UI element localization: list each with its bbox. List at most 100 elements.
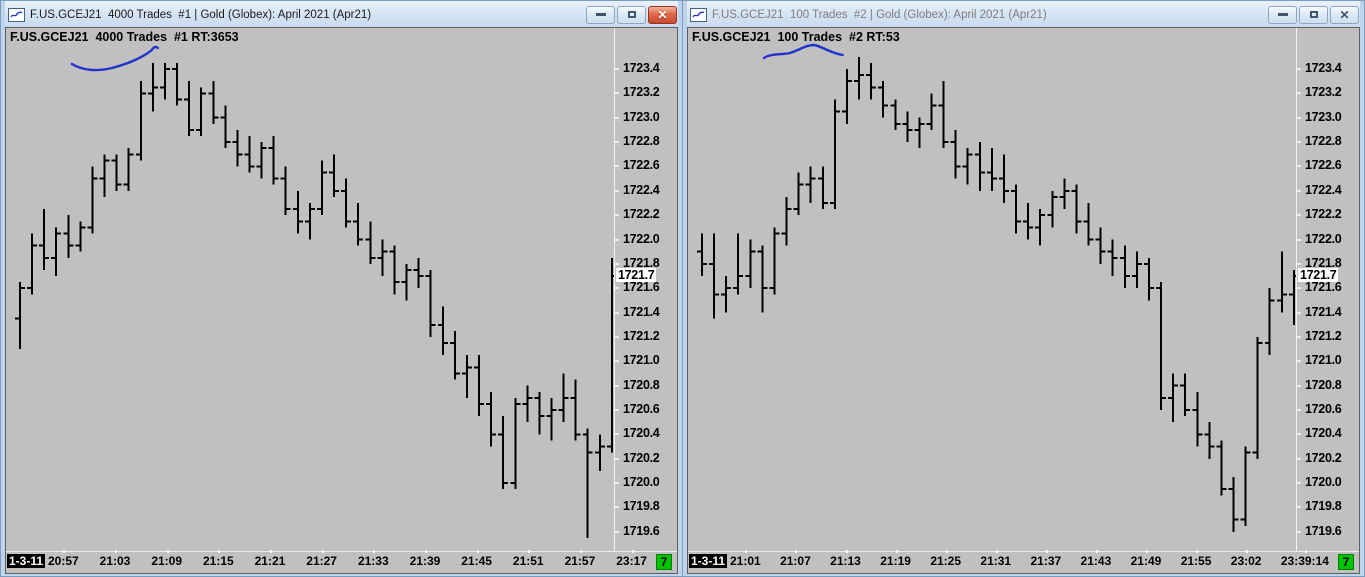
ohlc-bar: [1240, 446, 1251, 526]
ohlc-bar: [1059, 178, 1070, 210]
price-axis-label: 1721.2: [1305, 328, 1342, 343]
time-axis[interactable]: 1-3-11 21:01 21:07 21:13 21:19 21:25 21:31 21:…: [688, 550, 1359, 573]
update-indicator-badge: 7: [656, 554, 672, 570]
ohlc-bar: [1047, 190, 1058, 228]
ohlc-bar: [1107, 239, 1118, 277]
time-labels: 20:57 21:03 21:09 21:15 21:21 21:27 21:33 21:39…: [48, 550, 647, 568]
ohlc-bar: [99, 154, 110, 197]
ohlc-bar: [27, 233, 38, 295]
price-axis-tick: [1297, 238, 1301, 241]
ohlc-bar: [733, 233, 744, 295]
minimize-button[interactable]: [1268, 5, 1297, 24]
restore-button[interactable]: [1299, 5, 1328, 24]
close-button[interactable]: ✕: [1330, 5, 1359, 24]
chart-body: F.US.GCEJ21 100 Trades #2 RT:53 1723.4 17…: [687, 27, 1360, 574]
close-button[interactable]: ✕: [648, 5, 677, 24]
price-axis-tick: [615, 457, 619, 460]
chart-title-label: F.US.GCEJ21 4000 Trades #1 RT:3653: [10, 30, 239, 44]
blue-squiggle[interactable]: [70, 45, 159, 72]
window-chart-icon[interactable]: [690, 7, 707, 22]
price-chart: [14, 45, 614, 538]
price-axis-label: 1719.8: [623, 499, 660, 514]
price-axis-label: 1721.2: [623, 328, 660, 343]
ohlc-bar: [1119, 245, 1130, 289]
price-axis-tick: [1297, 311, 1301, 314]
time-axis-label: 21:37: [1030, 550, 1062, 568]
price-axis[interactable]: 1723.4 1723.2 1723.0 1722.8 1722.6 1722.4 1722…: [614, 28, 677, 551]
price-axis-tick: [1297, 116, 1301, 119]
price-axis-label: 1721.0: [1305, 353, 1342, 368]
ohlc-bar: [1168, 373, 1179, 423]
ohlc-bar: [39, 209, 50, 270]
date-label: 1-3-11: [689, 554, 728, 568]
ohlc-bar: [721, 276, 732, 313]
chart-plot-area[interactable]: F.US.GCEJ21 4000 Trades #1 RT:3653: [6, 28, 614, 551]
ohlc-bar: [341, 178, 352, 228]
ohlc-bar: [986, 148, 997, 191]
ohlc-bar: [14, 282, 25, 350]
ohlc-bar: [914, 117, 925, 149]
blue-squiggle[interactable]: [762, 43, 844, 60]
ohlc-bar: [353, 202, 364, 246]
ohlc-bar: [135, 81, 146, 161]
time-axis[interactable]: 1-3-11 20:57 21:03 21:09 21:15 21:21 21:27 21:…: [6, 550, 677, 573]
ohlc-bar: [401, 263, 412, 301]
ohlc-bar: [413, 257, 424, 289]
price-axis-tick: [615, 433, 619, 436]
ohlc-bar: [1252, 336, 1263, 459]
ohlc-bar: [866, 62, 877, 100]
price-axis-tick: [1297, 68, 1301, 70]
time-axis-label: 21:15: [202, 550, 234, 568]
price-axis-label: 1720.8: [623, 377, 660, 392]
price-axis-tick: [615, 214, 619, 217]
price-axis-tick: [615, 530, 619, 533]
ohlc-bar: [159, 62, 170, 100]
price-axis-label: 1722.6: [623, 158, 660, 173]
ohlc-bar: [51, 227, 62, 277]
ohlc-bar: [854, 56, 865, 100]
ohlc-bar: [1216, 440, 1227, 496]
ohlc-bar: [558, 373, 569, 423]
price-axis-label: 1722.2: [623, 207, 660, 222]
price-axis-tick: [615, 409, 619, 412]
price-axis-label: 1722.8: [1305, 134, 1342, 149]
time-axis-label: 21:07: [780, 550, 811, 568]
ohlc-bar: [1131, 251, 1142, 289]
price-axis-label: 1722.0: [623, 231, 660, 246]
price-axis-label: 1720.6: [623, 402, 660, 417]
price-axis-tick: [1297, 482, 1301, 485]
ohlc-bar: [111, 154, 122, 191]
window-title: F.US.GCEJ21 4000 Trades #1 | Gold (Globe…: [30, 8, 372, 21]
time-axis-label: 21:55: [1180, 550, 1212, 568]
ohlc-bar: [534, 391, 545, 435]
ohlc-bar: [280, 166, 291, 216]
price-axis-tick: [1297, 433, 1301, 436]
window-chart-icon[interactable]: [8, 7, 25, 22]
titlebar[interactable]: F.US.GCEJ21 100 Trades #2 | Gold (Globex…: [687, 1, 1360, 27]
price-axis-label: 1723.2: [1305, 85, 1342, 100]
price-axis-label: 1721.6: [623, 280, 660, 295]
ohlc-bar: [1156, 282, 1167, 411]
chart-body: F.US.GCEJ21 4000 Trades #1 RT:3653 1723.…: [5, 27, 678, 574]
price-axis-tick: [615, 335, 619, 338]
price-axis-label: 1722.4: [623, 182, 660, 197]
ohlc-bar: [757, 245, 768, 313]
ohlc-bar: [522, 385, 533, 423]
update-indicator-badge: 7: [1338, 554, 1354, 570]
price-axis-tick: [1297, 189, 1301, 192]
ohlc-bar: [220, 105, 231, 149]
titlebar[interactable]: F.US.GCEJ21 4000 Trades #1 | Gold (Globe…: [5, 1, 678, 27]
ohlc-bar: [196, 87, 207, 136]
time-axis-label: 21:43: [1080, 550, 1112, 568]
price-axis[interactable]: 1723.4 1723.2 1723.0 1722.8 1722.6 1722.4 1722…: [1296, 28, 1359, 551]
ohlc-bar: [1204, 422, 1215, 459]
chart-plot-area[interactable]: F.US.GCEJ21 100 Trades #2 RT:53: [688, 28, 1296, 551]
minimize-button[interactable]: [586, 5, 615, 24]
ohlc-bar: [570, 379, 581, 441]
restore-button[interactable]: [617, 5, 646, 24]
price-chart: [696, 43, 1296, 532]
ohlc-bar: [172, 62, 183, 106]
ohlc-bar: [546, 397, 557, 441]
price-axis-tick: [615, 165, 619, 168]
